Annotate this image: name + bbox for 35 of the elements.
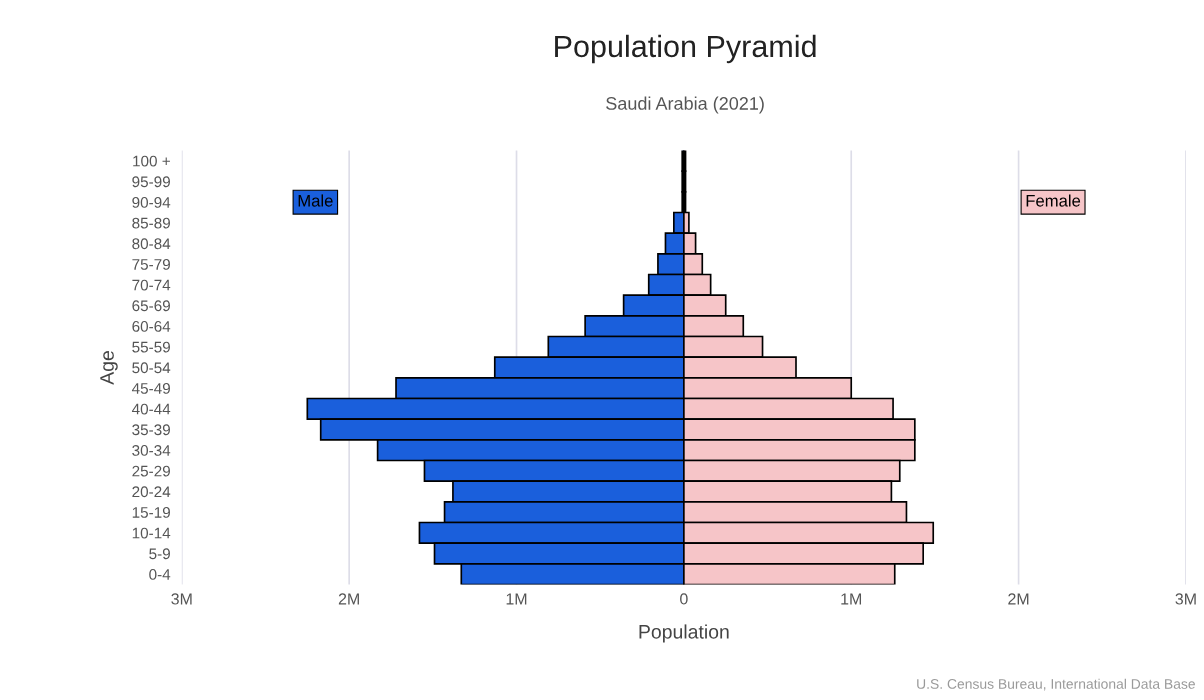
y-tick-label: 75-79	[132, 259, 170, 270]
y-tick-label: 5-9	[149, 548, 170, 560]
chart-title: Population Pyramid	[555, 34, 816, 64]
y-tick-label: 100 +	[133, 155, 170, 167]
y-tick-label: 15-19	[132, 507, 170, 518]
x-tick-label: 2M	[1008, 593, 1029, 605]
x-tick-label: 1M	[841, 593, 862, 605]
chart-subtitle: Saudi Arabia (2021)	[606, 96, 764, 114]
y-tick-label: 40-44	[131, 403, 171, 415]
y-axis-title: Age	[100, 351, 118, 385]
y-tick-label: 85-89	[132, 217, 170, 229]
y-tick-label: 35-39	[132, 424, 170, 436]
y-tick-label: 95-99	[132, 176, 170, 188]
text: Male	[298, 194, 333, 207]
y-tick-label: 55-59	[132, 341, 170, 353]
x-tick-label: 0	[680, 593, 688, 605]
x-tick-label: 2M	[338, 593, 359, 605]
text: Female	[1026, 194, 1081, 207]
x-tick-label: 3M	[1175, 593, 1196, 605]
x-axis-title: Population	[639, 624, 729, 643]
y-tick-label: 30-34	[132, 445, 171, 456]
y-tick-label: 90-94	[132, 197, 171, 208]
y-tick-label: 25-29	[132, 465, 170, 477]
y-tick-label: 20-24	[132, 486, 171, 498]
y-tick-label: 70-74	[132, 279, 171, 291]
y-tick-label: 10-14	[132, 527, 171, 539]
y-tick-label: 50-54	[132, 362, 171, 374]
y-tick-label: 80-84	[132, 238, 171, 250]
y-tick-label: 65-69	[132, 300, 170, 312]
x-tick-label: 1M	[506, 593, 527, 605]
text: U.S. Census Bureau, International Data Base	[917, 678, 1195, 691]
x-tick-label: 3M	[171, 593, 192, 605]
y-tick-label: 0-4	[149, 569, 171, 580]
y-tick-label: 45-49	[131, 383, 170, 394]
y-tick-label: 60-64	[132, 321, 171, 332]
